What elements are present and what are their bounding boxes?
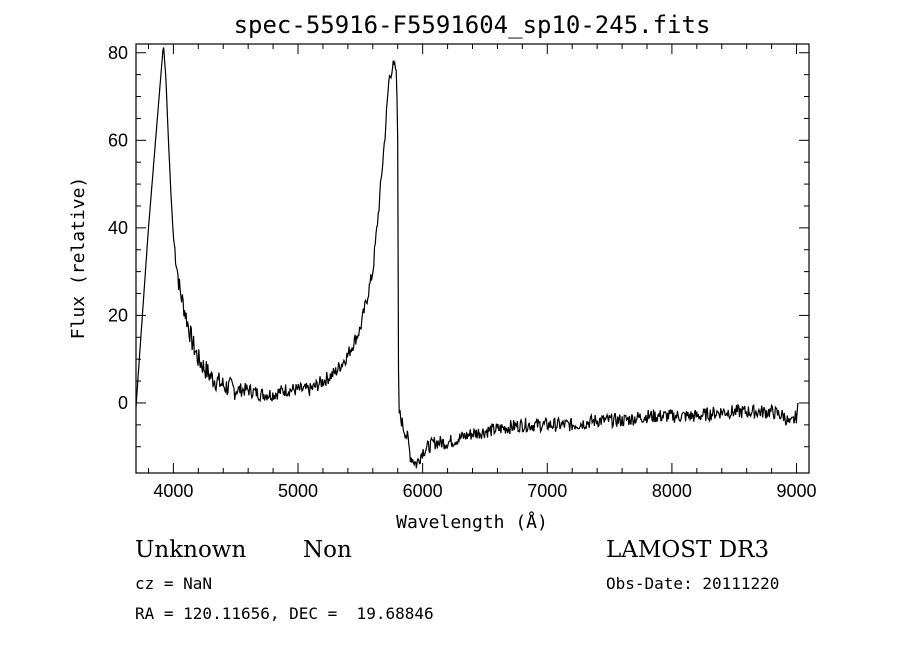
axis-ticks <box>136 44 809 473</box>
y-axis-label: Flux (relative) <box>68 177 89 340</box>
x-tick-label: 4000 <box>153 481 193 501</box>
class-label: Unknown <box>135 537 247 563</box>
subclass-label: Non <box>303 537 352 563</box>
x-tick-label: 7000 <box>527 481 567 501</box>
y-tick-label: 40 <box>108 218 128 238</box>
x-tick-label: 9000 <box>777 481 817 501</box>
chart-title: spec-55916-F5591604_sp10-245.fits <box>234 11 711 39</box>
obs-date-text: Obs-Date: 20111220 <box>606 574 780 593</box>
y-tick-label: 60 <box>108 130 128 150</box>
x-axis-label: Wavelength (Å) <box>396 511 548 533</box>
tick-labels: 4000 5000 6000 7000 8000 9000 0 20 40 60 80 <box>108 43 817 501</box>
survey-label: LAMOST DR3 <box>606 537 770 563</box>
redshift-text: cz = NaN <box>135 574 213 593</box>
x-tick-label: 6000 <box>403 481 443 501</box>
y-tick-label: 80 <box>108 43 128 63</box>
plot-frame <box>135 43 810 474</box>
x-tick-label: 5000 <box>278 481 318 501</box>
y-tick-label: 20 <box>108 305 128 325</box>
coordinates-text: RA = 120.11656, DEC = 19.68846 <box>135 604 434 623</box>
y-tick-label: 0 <box>118 393 128 413</box>
spectrum-line <box>135 47 799 469</box>
x-tick-label: 8000 <box>652 481 692 501</box>
